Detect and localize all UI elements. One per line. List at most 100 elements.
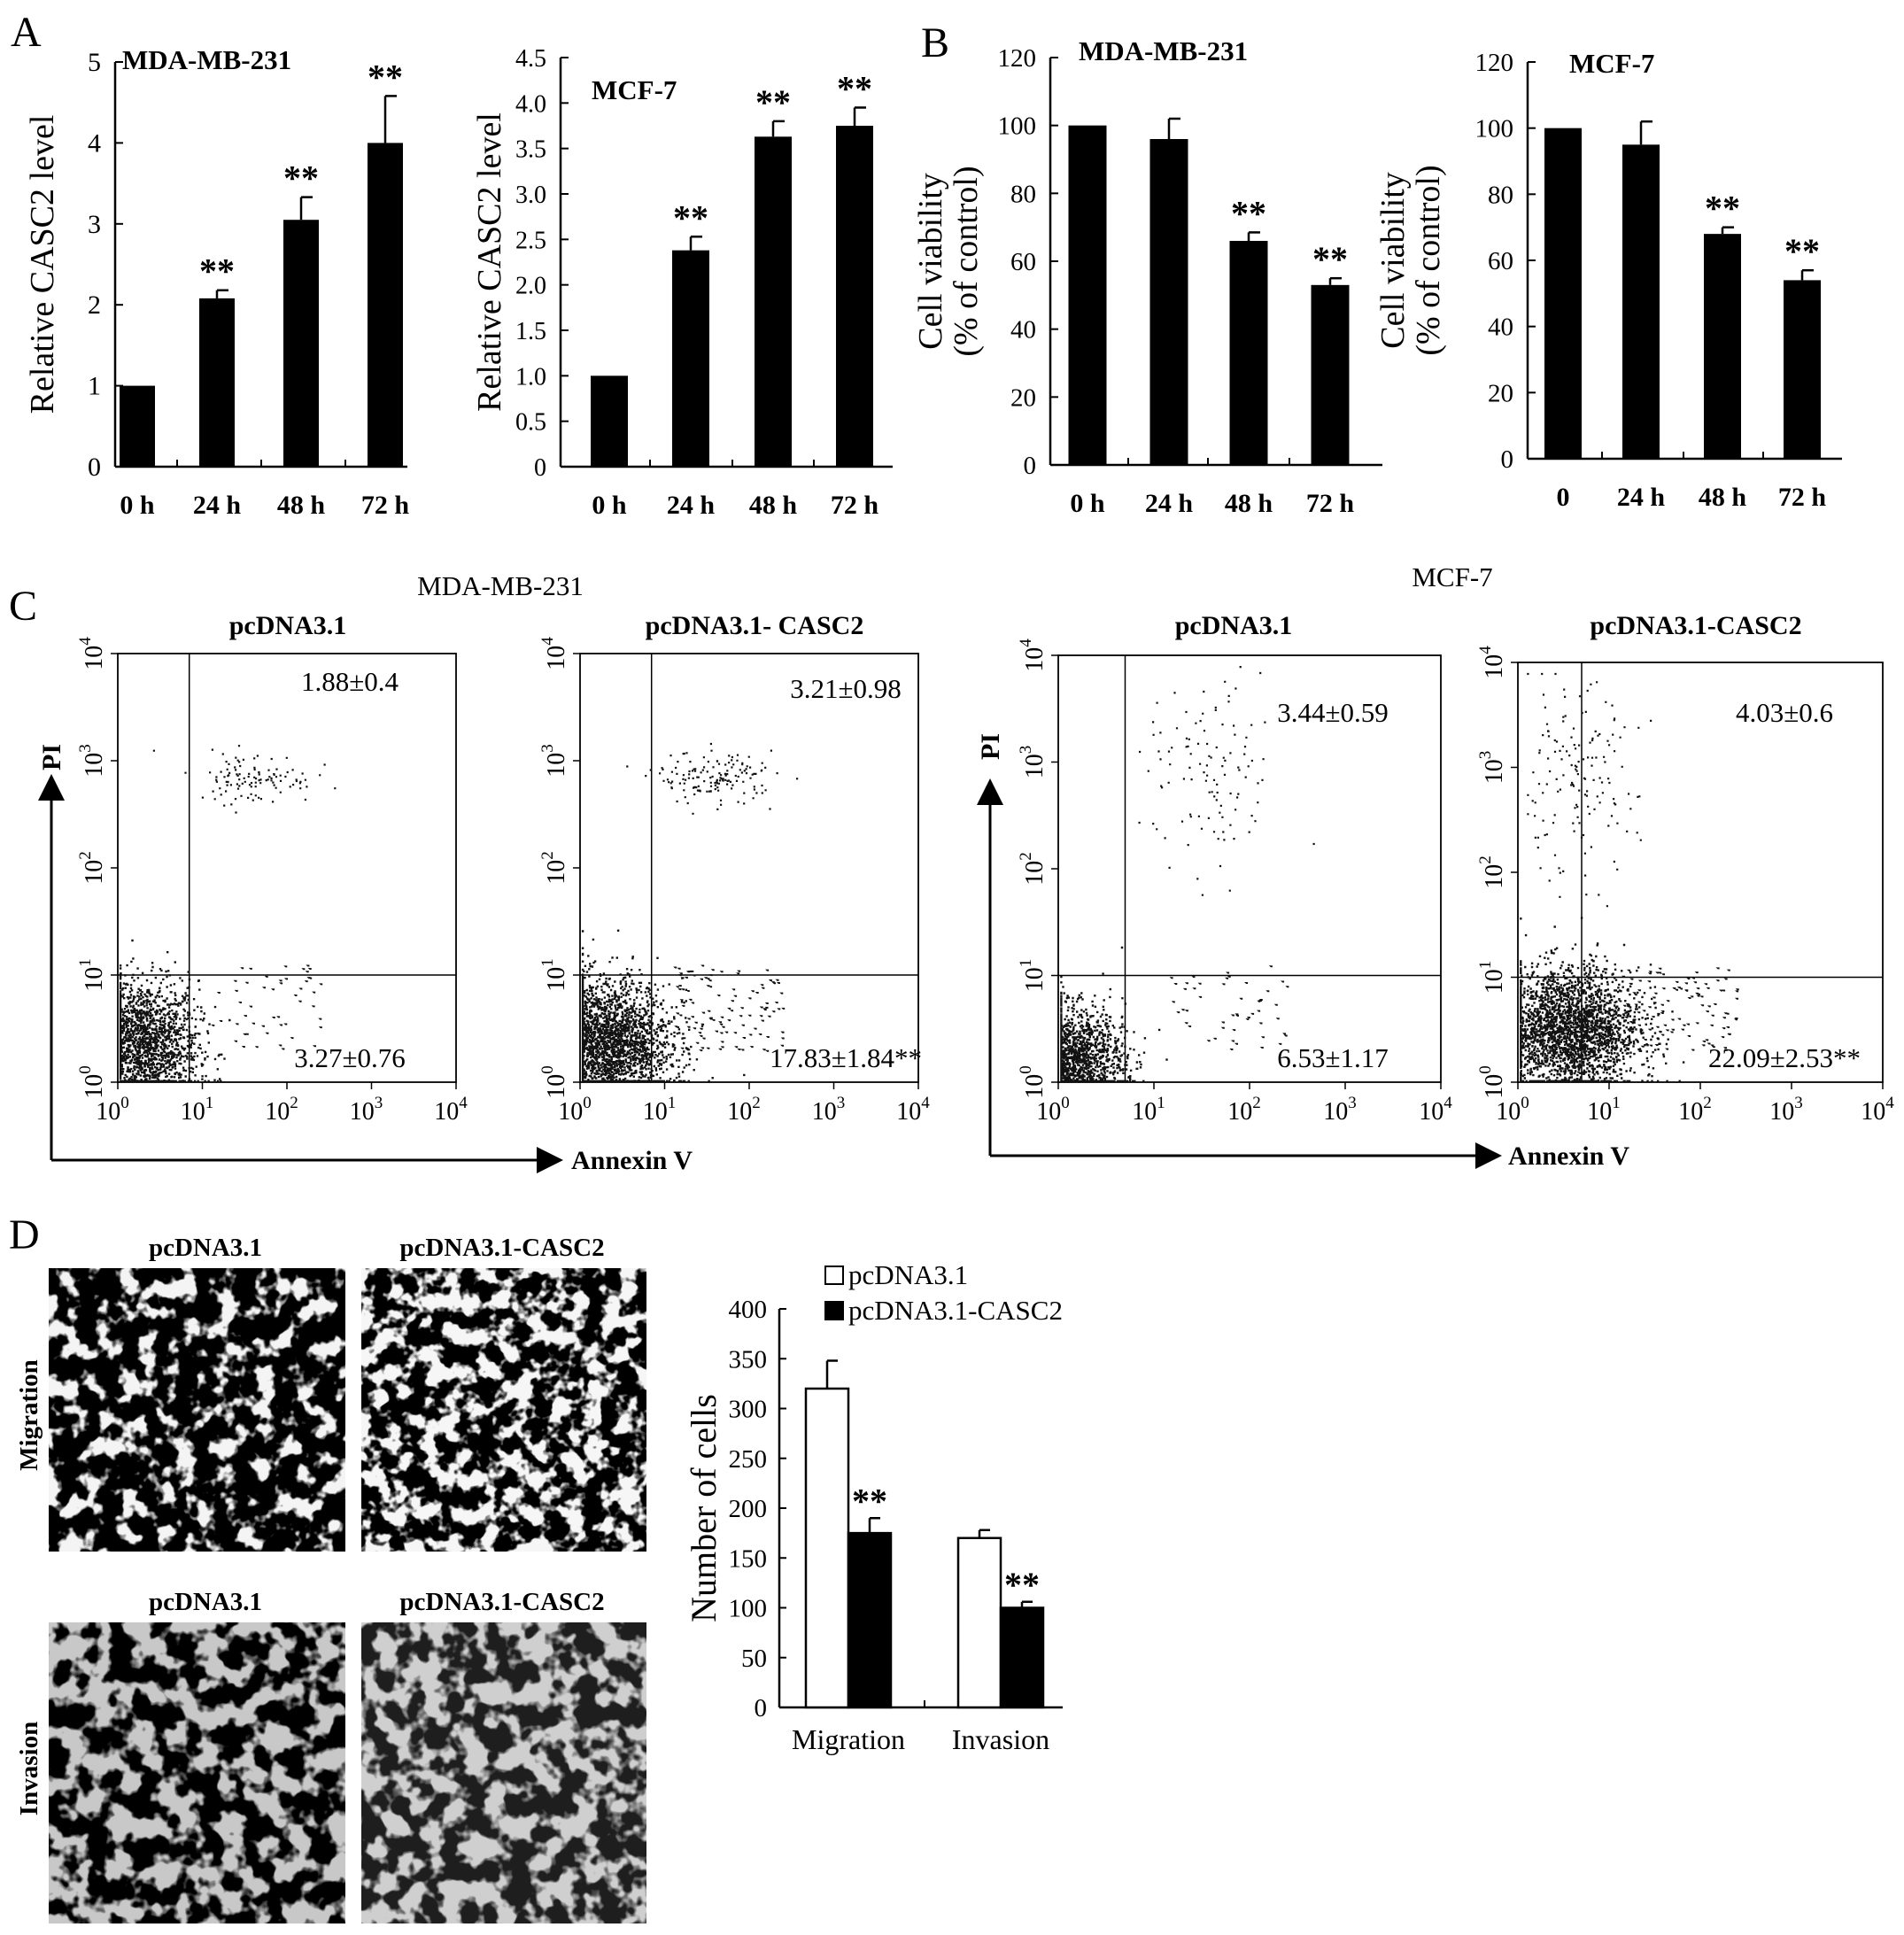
tick-exponent: 2 xyxy=(290,1094,298,1112)
tick-base: 10 xyxy=(1481,969,1508,994)
plot-title: pcDNA3.1 xyxy=(1175,611,1293,640)
bar xyxy=(956,1536,1002,1709)
y-tick-label: 100 xyxy=(1475,115,1514,143)
tick-exponent: 0 xyxy=(76,1065,95,1074)
tick-base: 10 xyxy=(1861,1098,1885,1126)
tick-exponent: 1 xyxy=(1017,959,1035,968)
chart-title: MDA-MB-231 xyxy=(1079,35,1248,66)
y-tick-label: 4.5 xyxy=(515,45,546,73)
x-tick-label: 72 h xyxy=(831,491,879,520)
legend-label: pcDNA3.1-CASC2 xyxy=(848,1295,1063,1326)
x-tick-label: 100 xyxy=(1036,1094,1070,1126)
y-tick-label: 103 xyxy=(1476,751,1508,785)
group-title-left: MDA-MB-231 xyxy=(417,570,584,601)
tick-exponent: 4 xyxy=(1476,646,1495,654)
y-tick-label: 101 xyxy=(538,958,570,992)
annexin-label-right: Annexin V xyxy=(1508,1142,1629,1171)
tick-base: 10 xyxy=(81,1074,108,1099)
y-tick-label: 100 xyxy=(729,1595,768,1623)
tick-base: 10 xyxy=(896,1098,921,1126)
x-tick-label: 104 xyxy=(434,1094,468,1126)
scatter-dots xyxy=(1520,672,1739,1082)
tick-base: 10 xyxy=(1323,1098,1348,1126)
y-tick-label: 100 xyxy=(998,112,1037,141)
tick-base: 10 xyxy=(1769,1098,1794,1126)
tick-base: 10 xyxy=(1021,754,1049,778)
y-tick-label: 40 xyxy=(1010,316,1036,344)
y-tick-label: 80 xyxy=(1488,181,1513,209)
y-tick-label: 100 xyxy=(76,1065,108,1099)
y-tick-label: 104 xyxy=(1476,646,1508,679)
bar xyxy=(672,250,709,467)
chart-title: MDA-MB-231 xyxy=(122,44,291,75)
plot-title: pcDNA3.1 xyxy=(229,611,347,640)
y-tick-label: 101 xyxy=(1476,961,1508,995)
tick-exponent: 3 xyxy=(1017,746,1035,755)
y-axis-label: Number of cells xyxy=(684,1394,724,1622)
tick-exponent: 1 xyxy=(205,1094,214,1112)
x-tick-label: 103 xyxy=(812,1094,846,1126)
tick-base: 10 xyxy=(181,1098,205,1126)
y-tick-label: 104 xyxy=(1017,639,1049,672)
tick-base: 10 xyxy=(543,967,570,992)
y-tick-label: 200 xyxy=(729,1495,768,1523)
x-tick-label: 0 h xyxy=(592,491,627,520)
micrograph-migration-casc2 xyxy=(361,1268,646,1552)
y-axis-label: (% of control) xyxy=(1410,165,1447,355)
tick-exponent: 3 xyxy=(76,744,95,753)
plot-title: pcDNA3.1- CASC2 xyxy=(646,611,864,640)
tick-exponent: 3 xyxy=(1476,751,1495,760)
tick-base: 10 xyxy=(543,753,570,778)
bar xyxy=(847,1531,893,1709)
y-tick-label: 101 xyxy=(76,958,108,992)
bar xyxy=(120,385,155,467)
chart-b1: MDA-MB-231 Cell viability(% of control) 0 2… xyxy=(912,35,1382,518)
y-tick-label: 103 xyxy=(538,744,570,778)
y-tick-label: 100 xyxy=(1017,1065,1049,1099)
significance-mark: ** xyxy=(1231,193,1266,233)
chart-title: MCF-7 xyxy=(1569,48,1654,79)
y-axis-label: Cell viability xyxy=(1374,172,1412,348)
panel-label-c: C xyxy=(9,583,37,630)
bar xyxy=(368,143,403,467)
quadrant-value-lower-right: 17.83±1.84** xyxy=(770,1042,922,1073)
tick-base: 10 xyxy=(1021,1074,1049,1099)
y-tick-label: 3.5 xyxy=(515,136,546,164)
y-tick-label: 4.0 xyxy=(515,90,546,118)
tick-base: 10 xyxy=(543,1074,570,1099)
y-tick-label: 300 xyxy=(729,1396,768,1424)
tick-base: 10 xyxy=(1496,1098,1521,1126)
bar xyxy=(1704,234,1741,459)
plot-title: pcDNA3.1-CASC2 xyxy=(1590,611,1801,640)
tick-base: 10 xyxy=(81,753,108,778)
x-tick-label: 100 xyxy=(1496,1094,1529,1126)
y-tick-label: 2.5 xyxy=(515,227,546,254)
x-tick-label: 72 h xyxy=(361,491,410,520)
scatter-dots xyxy=(119,745,337,1082)
quadrant-value-upper-right: 3.21±0.98 xyxy=(790,673,902,704)
tick-base: 10 xyxy=(727,1098,752,1126)
y-tick-label: 3.0 xyxy=(515,182,546,209)
chart-title: MCF-7 xyxy=(592,74,677,105)
x-tick-label: 72 h xyxy=(1778,483,1827,512)
significance-mark: ** xyxy=(852,1481,887,1521)
x-tick-label: 102 xyxy=(1678,1094,1712,1126)
y-tick-label: 0 xyxy=(755,1694,768,1722)
pi-label-right: PI xyxy=(976,733,1005,760)
y-tick-label: 350 xyxy=(729,1345,768,1374)
axes-arrows-left: PI Annexin V xyxy=(37,744,693,1175)
tick-exponent: 2 xyxy=(1017,852,1035,861)
x-tick-label: 104 xyxy=(1861,1094,1894,1126)
dot-cloud xyxy=(119,745,337,1082)
significance-mark: ** xyxy=(673,197,708,237)
x-tick-label: 48 h xyxy=(749,491,798,520)
tick-base: 10 xyxy=(1227,1098,1252,1126)
tick-exponent: 1 xyxy=(76,958,95,967)
y-axis-label: Cell viability xyxy=(912,173,949,349)
y-tick-label: 5 xyxy=(88,48,101,77)
y-tick-label: 102 xyxy=(1017,852,1049,886)
quadrant-value-lower-right: 22.09±2.53** xyxy=(1708,1042,1861,1073)
tick-exponent: 0 xyxy=(1521,1094,1529,1112)
annexin-label-left: Annexin V xyxy=(571,1146,693,1175)
